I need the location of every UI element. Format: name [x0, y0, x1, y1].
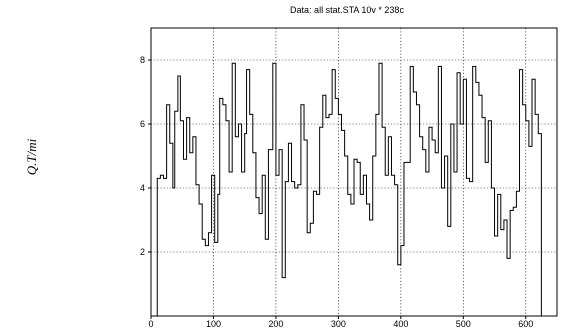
x-tick-label: 200: [268, 319, 283, 328]
chart-title: Data: all stat.STA 10v * 238c: [290, 5, 404, 15]
x-tick-label: 100: [206, 319, 221, 328]
y-tick-label: 8: [140, 55, 145, 65]
y-tick-label: 6: [140, 119, 145, 129]
axis-ticks: 0 100 200 300 400 500 600 2 4 6 8: [140, 55, 533, 328]
plot-frame: [150, 27, 558, 317]
y-tick-label: 2: [140, 247, 145, 257]
x-tick-label: 600: [518, 319, 533, 328]
x-tick-label: 0: [148, 319, 153, 328]
y-tick-label: 4: [140, 183, 145, 193]
x-tick-label: 300: [331, 319, 346, 328]
x-tick-label: 500: [456, 319, 471, 328]
x-tick-label: 400: [393, 319, 408, 328]
y-axis-label: Q.T/mi: [24, 138, 39, 175]
series-line: [156, 62, 542, 316]
